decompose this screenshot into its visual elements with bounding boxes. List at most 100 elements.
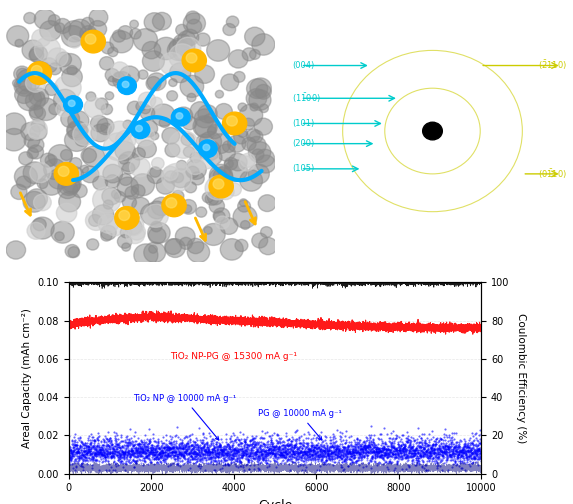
Point	[385, 438, 394, 446]
Point	[292, 449, 301, 457]
Point	[466, 452, 476, 460]
Point	[87, 461, 96, 469]
Point	[85, 449, 95, 457]
Point	[102, 449, 111, 457]
Point	[114, 443, 123, 451]
Point	[397, 447, 406, 455]
Point	[470, 448, 480, 456]
Point	[291, 442, 300, 450]
Point	[105, 449, 115, 457]
Point	[91, 435, 100, 444]
Point	[72, 445, 81, 453]
Point	[173, 446, 182, 454]
Point	[178, 446, 187, 454]
Point	[81, 443, 91, 451]
Point	[88, 448, 97, 456]
Point	[423, 457, 432, 465]
Point	[161, 448, 170, 456]
Point	[256, 454, 265, 462]
Point	[310, 431, 319, 439]
Point	[119, 451, 128, 459]
Point	[238, 449, 248, 457]
Point	[203, 448, 212, 456]
Point	[190, 448, 199, 456]
Point	[191, 450, 200, 458]
Circle shape	[134, 29, 158, 51]
Point	[398, 446, 407, 454]
Point	[409, 458, 418, 466]
Point	[258, 446, 267, 454]
Circle shape	[49, 63, 61, 75]
Point	[188, 444, 197, 452]
Point	[138, 448, 147, 456]
Point	[79, 452, 88, 460]
Point	[136, 448, 146, 456]
Text: Pristine: Pristine	[344, 28, 386, 38]
Point	[104, 457, 113, 465]
Point	[367, 436, 376, 445]
Point	[336, 453, 345, 461]
Point	[330, 441, 339, 449]
Point	[81, 449, 91, 457]
Point	[454, 450, 464, 458]
Point	[355, 456, 364, 464]
Point	[358, 438, 367, 447]
Point	[409, 446, 418, 454]
Point	[398, 454, 407, 462]
Point	[94, 450, 103, 458]
Point	[175, 440, 184, 448]
Circle shape	[163, 166, 178, 180]
Point	[331, 443, 340, 451]
Point	[308, 441, 317, 449]
Point	[262, 447, 271, 455]
Point	[221, 460, 230, 468]
Point	[340, 450, 349, 458]
Point	[207, 453, 216, 461]
Point	[269, 442, 278, 450]
Point	[301, 450, 311, 458]
Point	[448, 450, 457, 458]
Point	[315, 443, 324, 451]
Circle shape	[209, 199, 225, 213]
Point	[72, 457, 81, 465]
Point	[107, 441, 116, 449]
Point	[470, 442, 480, 450]
Point	[143, 454, 152, 462]
Point	[309, 452, 319, 460]
Point	[415, 443, 424, 451]
Point	[225, 442, 234, 450]
Point	[87, 447, 96, 455]
Point	[200, 433, 209, 441]
Point	[188, 444, 197, 452]
Point	[373, 447, 382, 455]
Point	[457, 452, 466, 460]
Point	[164, 445, 174, 453]
Point	[100, 448, 109, 456]
Point	[327, 436, 336, 444]
Point	[279, 459, 288, 467]
Point	[340, 439, 350, 447]
Circle shape	[178, 31, 195, 48]
Point	[415, 452, 425, 460]
Point	[199, 453, 208, 461]
Circle shape	[176, 113, 183, 119]
Point	[301, 463, 311, 471]
Circle shape	[169, 79, 177, 87]
Point	[148, 444, 158, 452]
Point	[260, 452, 269, 460]
Point	[197, 446, 206, 454]
Point	[135, 439, 144, 448]
Point	[68, 440, 77, 449]
Point	[444, 452, 453, 460]
Point	[157, 447, 166, 455]
Point	[144, 437, 154, 445]
Point	[425, 449, 434, 457]
Point	[328, 435, 337, 444]
Point	[264, 437, 273, 445]
Point	[424, 456, 433, 464]
Point	[474, 431, 484, 439]
Point	[125, 459, 134, 467]
Point	[427, 455, 437, 463]
Point	[210, 444, 219, 452]
Point	[287, 436, 296, 445]
